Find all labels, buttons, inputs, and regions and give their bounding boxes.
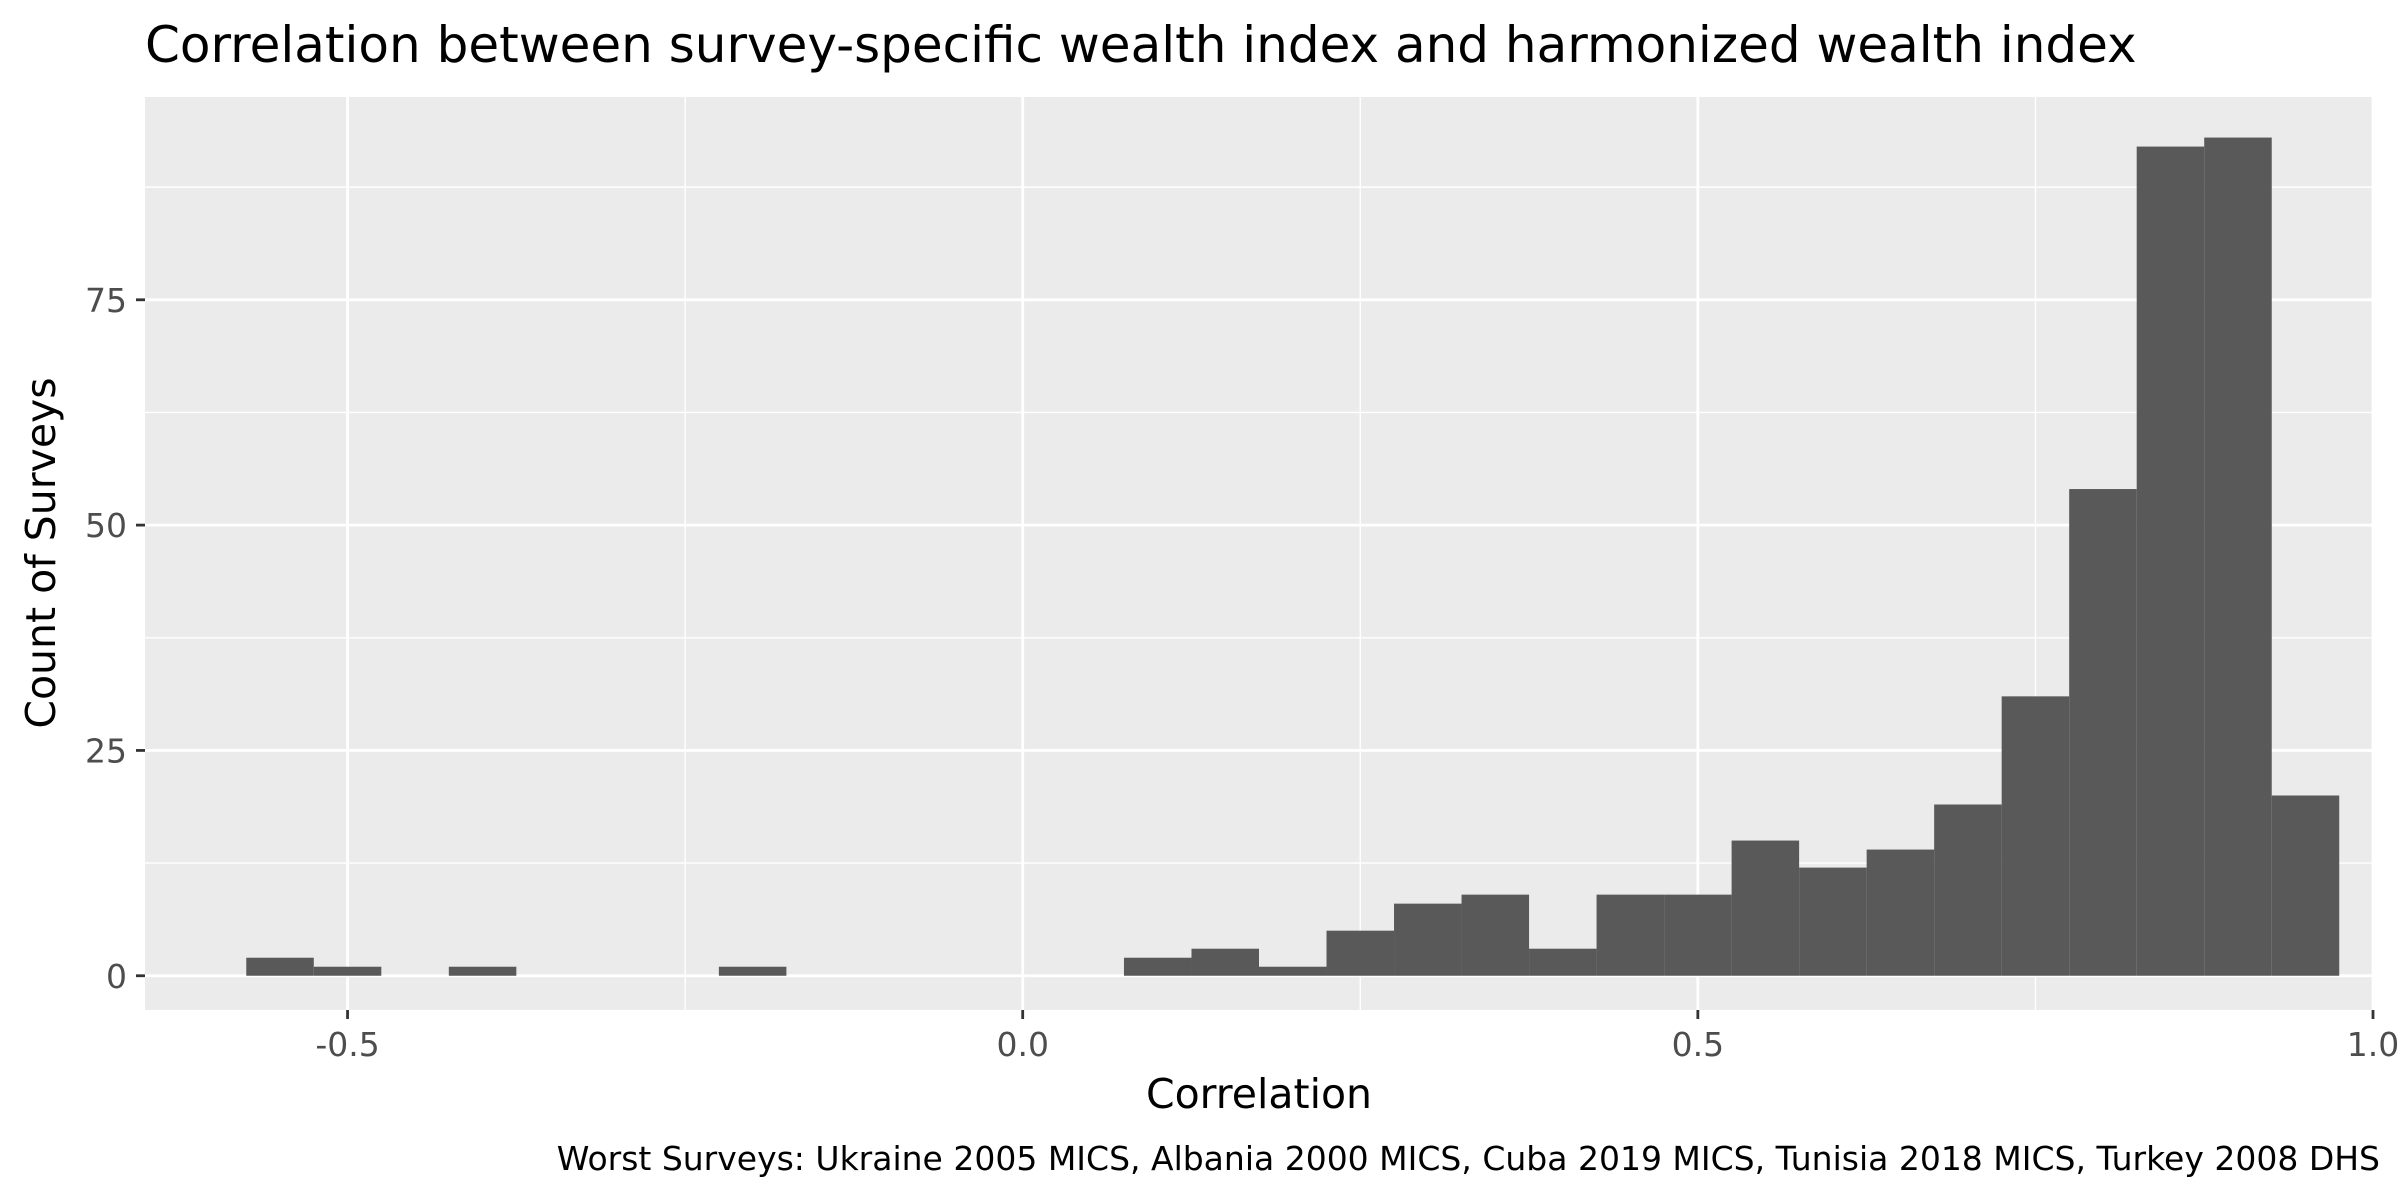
histogram-bar — [1259, 966, 1327, 976]
histogram-bar — [1326, 930, 1395, 976]
x-axis: -0.5 0.0 0.5 1.0 — [315, 1010, 2399, 1064]
histogram-bar — [2136, 146, 2205, 976]
x-axis-title: Correlation — [1146, 1070, 1372, 1118]
histogram-bar — [2069, 489, 2137, 976]
minor-gridlines — [145, 97, 2373, 1010]
y-axis-title: Count of Surveys — [17, 377, 65, 728]
histogram-bar — [1394, 903, 1462, 976]
y-tick-label: 50 — [85, 506, 127, 545]
histogram-bar — [2204, 137, 2272, 976]
histogram-bar — [1664, 894, 1732, 976]
y-tick-label: 25 — [85, 731, 127, 770]
histogram-bars — [246, 137, 2340, 976]
x-tick-label: 0.0 — [996, 1025, 1048, 1064]
x-tick-label: 0.5 — [1672, 1025, 1724, 1064]
y-axis: 0 25 50 75 — [85, 281, 145, 996]
y-tick-label: 0 — [106, 957, 127, 996]
histogram-bar — [1123, 957, 1192, 976]
histogram-bar — [313, 966, 382, 976]
histogram-bar — [448, 966, 517, 976]
y-tick-label: 75 — [85, 281, 127, 320]
histogram-bar — [718, 966, 787, 976]
histogram-bar — [1866, 849, 1935, 976]
histogram-bar — [246, 957, 314, 976]
histogram-bar — [1799, 867, 1867, 976]
histogram-bar — [2001, 696, 2070, 976]
x-tick-label: 1.0 — [2347, 1025, 2399, 1064]
chart-caption: Worst Surveys: Ukraine 2005 MICS, Albani… — [557, 1139, 2380, 1178]
histogram-bar — [1191, 948, 1259, 976]
histogram-bar — [1529, 948, 1597, 976]
histogram-bar — [1934, 804, 2002, 976]
histogram-bar — [1596, 894, 1665, 976]
histogram-bar — [1461, 894, 1530, 976]
x-tick-label: -0.5 — [315, 1025, 379, 1064]
histogram-bar — [1731, 840, 1800, 976]
chart-title: Correlation between survey-specific weal… — [145, 16, 2137, 74]
histogram-bar — [2271, 795, 2340, 976]
